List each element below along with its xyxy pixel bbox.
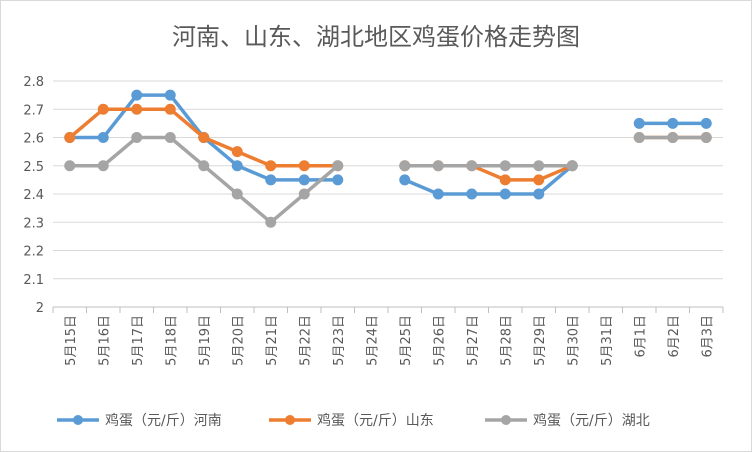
data-point	[432, 160, 444, 172]
series-layer	[64, 89, 712, 228]
data-point	[265, 174, 277, 186]
series-3	[64, 132, 712, 228]
data-point	[231, 160, 243, 172]
legend-item-2: 鸡蛋（元/斤）山东	[269, 412, 434, 429]
data-point	[265, 160, 277, 172]
legend-marker	[73, 415, 83, 425]
data-point	[700, 132, 712, 143]
data-point	[265, 216, 277, 228]
legend-marker	[501, 415, 511, 425]
x-tick-label: 5月16日	[97, 315, 112, 366]
data-point	[131, 132, 143, 143]
series-line	[403, 163, 575, 182]
data-point	[298, 160, 310, 172]
series-1	[64, 89, 712, 200]
data-point	[466, 160, 478, 172]
x-tick-label: 5月23日	[332, 315, 347, 366]
data-point	[466, 188, 478, 200]
data-point	[399, 174, 411, 186]
axes: 2 2.1 2.2 2.3 2.4 2.5 2.6 2.7 2.8 5月15日 5月16日 5月17日…	[23, 75, 724, 366]
series-line	[403, 163, 575, 196]
x-tick-label: 5月21日	[265, 315, 280, 366]
y-tick-label: 2.7	[23, 103, 44, 118]
data-point	[131, 89, 143, 101]
x-tick-label: 5月22日	[298, 315, 313, 366]
data-point	[231, 188, 243, 200]
data-point	[64, 160, 76, 172]
x-tick-label: 5月24日	[365, 315, 380, 366]
data-point	[667, 132, 679, 143]
x-tick-label: 5月25日	[399, 315, 414, 366]
data-point	[432, 188, 444, 200]
x-tick-label: 5月20日	[231, 315, 246, 366]
data-point	[533, 174, 545, 186]
data-point	[533, 188, 545, 200]
data-point	[64, 132, 76, 143]
legend: 鸡蛋（元/斤）河南 鸡蛋（元/斤）山东 鸡蛋（元/斤）湖北	[57, 412, 650, 429]
data-point	[700, 117, 712, 129]
x-tick-label: 5月28日	[499, 315, 514, 366]
data-point	[298, 188, 310, 200]
y-tick-label: 2.6	[23, 132, 44, 147]
data-point	[533, 160, 545, 172]
y-tick-label: 2.1	[23, 273, 44, 288]
data-point	[97, 103, 109, 115]
x-tick-label: 6月2日	[667, 315, 682, 358]
x-tick-label: 5月15日	[64, 315, 79, 366]
data-point	[499, 188, 511, 200]
data-point	[633, 117, 645, 129]
x-tick-label: 5月19日	[198, 315, 213, 366]
data-point	[164, 132, 176, 143]
data-point	[164, 89, 176, 101]
data-point	[499, 174, 511, 186]
x-tick-label: 6月1日	[633, 315, 648, 358]
x-tick-label: 5月29日	[533, 315, 548, 366]
data-point	[97, 160, 109, 172]
data-point	[198, 132, 210, 143]
legend-label: 鸡蛋（元/斤）河南	[105, 412, 222, 429]
x-tick-label: 5月17日	[131, 315, 146, 366]
data-point	[198, 160, 210, 172]
data-point	[633, 132, 645, 143]
data-point	[97, 132, 109, 143]
data-point	[131, 103, 143, 115]
data-point	[399, 160, 411, 172]
x-tick-label: 5月27日	[466, 315, 481, 366]
data-point	[164, 103, 176, 115]
legend-label: 鸡蛋（元/斤）山东	[317, 412, 434, 429]
data-point	[332, 174, 344, 186]
data-point	[298, 174, 310, 186]
x-tick-label: 5月18日	[164, 315, 179, 366]
legend-item-1: 鸡蛋（元/斤）河南	[57, 412, 222, 429]
y-tick-label: 2.8	[23, 75, 44, 90]
data-point	[499, 160, 511, 172]
chart-title: 河南、山东、湖北地区鸡蛋价格走势图	[172, 23, 580, 51]
data-point	[332, 160, 344, 172]
legend-label: 鸡蛋（元/斤）湖北	[533, 412, 650, 429]
data-point	[231, 146, 243, 158]
legend-item-3: 鸡蛋（元/斤）湖北	[485, 412, 650, 429]
series-2	[64, 103, 712, 186]
x-tick-label: 5月30日	[566, 315, 581, 366]
x-tick-label: 6月3日	[700, 315, 715, 358]
y-tick-label: 2.2	[23, 245, 44, 260]
legend-marker	[285, 415, 295, 425]
y-tick-label: 2.4	[23, 188, 44, 203]
data-point	[667, 117, 679, 129]
y-tick-label: 2	[36, 301, 44, 316]
data-point	[566, 160, 578, 172]
x-tick-label: 5月31日	[600, 315, 615, 366]
y-tick-label: 2.5	[23, 160, 44, 175]
y-tick-label: 2.3	[23, 216, 44, 231]
x-tick-label: 5月26日	[432, 315, 447, 366]
